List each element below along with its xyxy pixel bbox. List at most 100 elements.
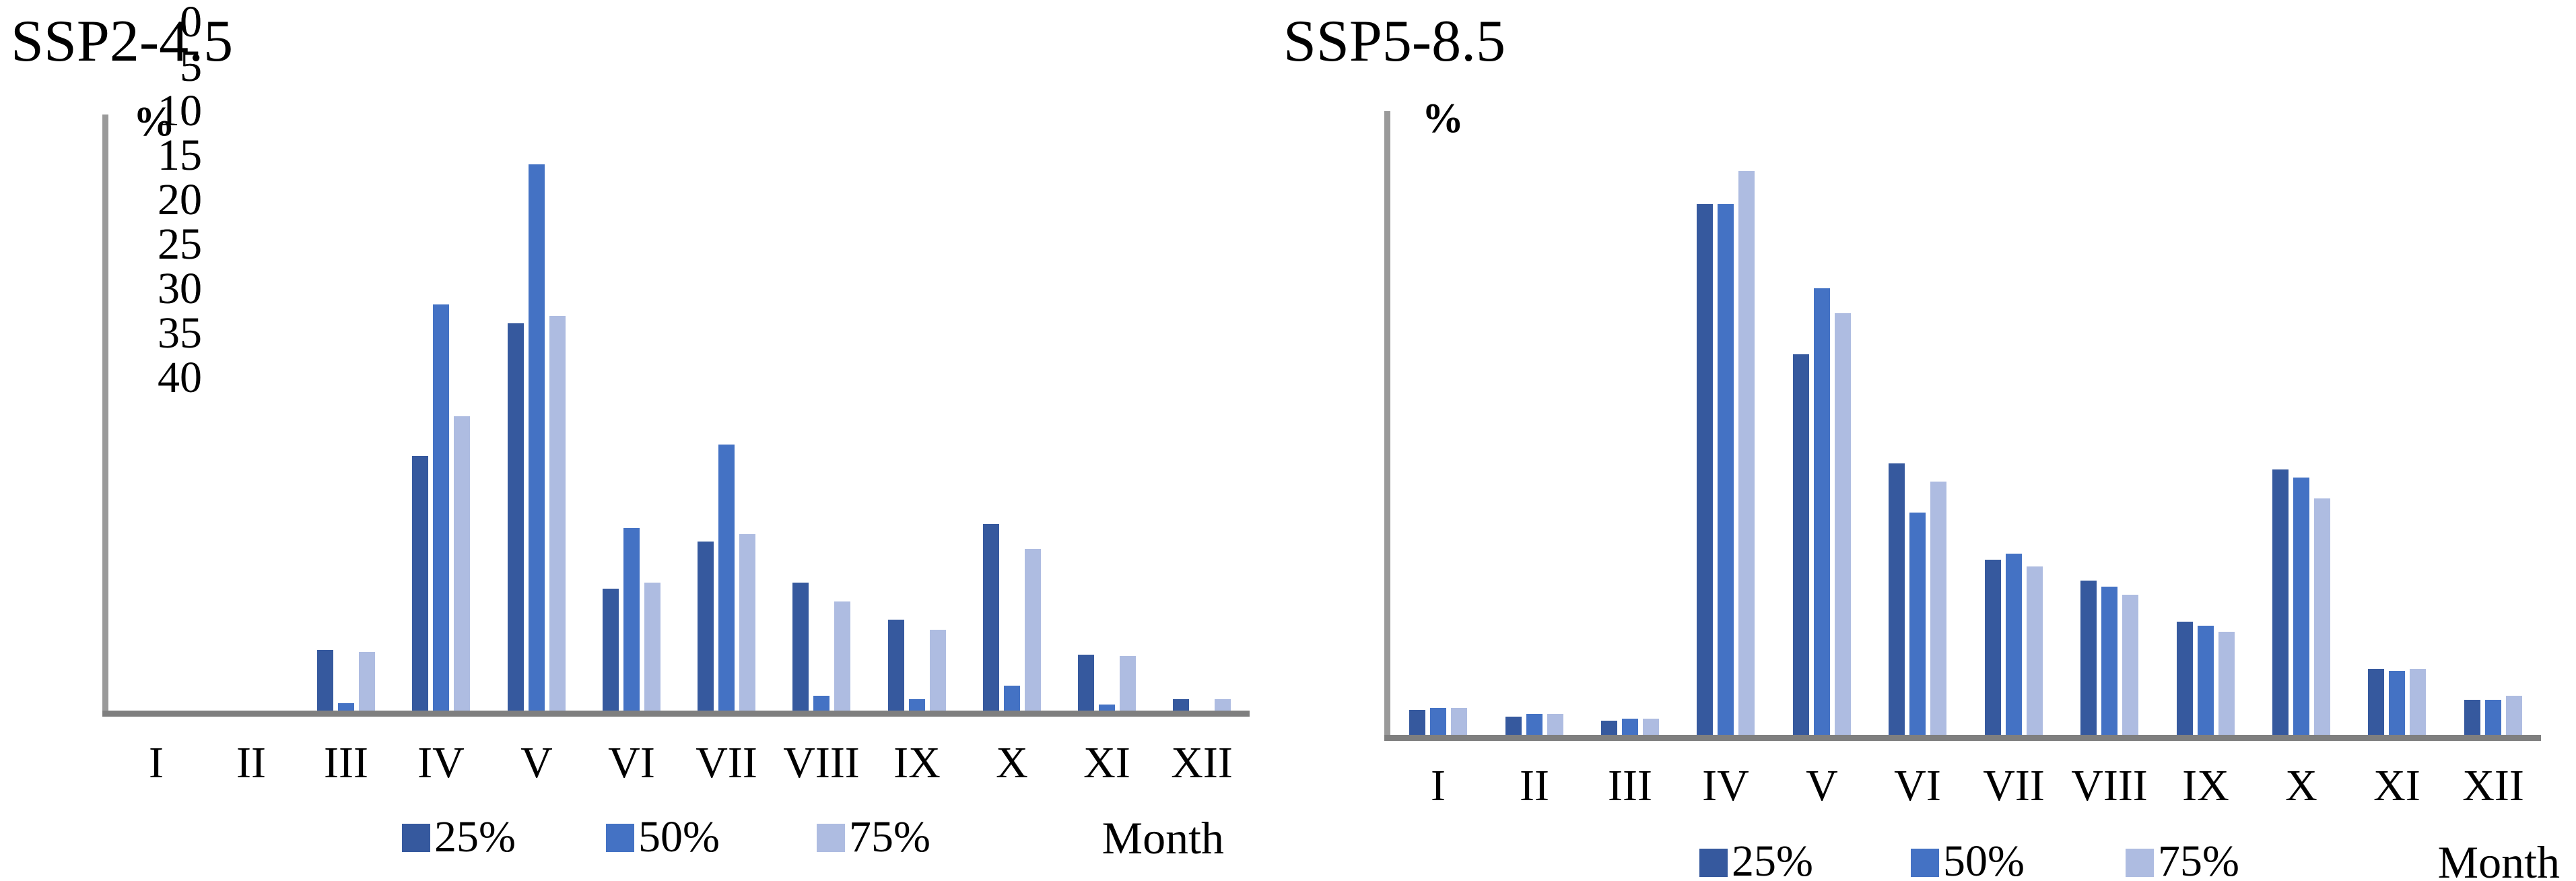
bar-75pct-month-XII — [2506, 696, 2522, 735]
bar-25pct-month-IX — [888, 620, 904, 711]
x-axis-month-label: IV — [417, 738, 465, 787]
bar-25pct-month-XII — [2464, 700, 2480, 735]
legend-swatch-25pct — [402, 824, 430, 852]
bar-75pct-month-III — [1643, 719, 1659, 735]
bar-25pct-month-X — [983, 524, 999, 711]
bar-25pct-month-III — [317, 650, 333, 711]
bar-50pct-month-IV — [1718, 204, 1734, 735]
x-axis-month-label: V — [520, 738, 553, 787]
bar-75pct-month-X — [2314, 498, 2330, 735]
bar-25pct-month-XI — [2368, 669, 2384, 735]
x-axis-month-label: XII — [2462, 761, 2524, 810]
bar-50pct-month-II — [1526, 714, 1543, 735]
x-axis-month-label: XII — [1171, 738, 1233, 787]
y-axis-tick-label: 10 — [158, 86, 202, 135]
legend-swatch-50pct — [1911, 849, 1939, 877]
bar-25pct-month-V — [1793, 354, 1809, 735]
x-axis-month-label: IX — [893, 738, 941, 787]
y-axis-tick-label: 15 — [158, 131, 202, 180]
bar-50pct-month-X — [2293, 478, 2309, 735]
bar-75pct-month-IV — [454, 416, 470, 711]
y-axis-tick-label: 25 — [158, 220, 202, 269]
bar-50pct-month-I — [1430, 708, 1446, 735]
bar-25pct-month-IX — [2177, 622, 2193, 735]
x-axis-title: Month — [2437, 837, 2560, 881]
legend-label-75pct: 75% — [849, 812, 930, 861]
bar-50pct-month-X — [1004, 686, 1020, 711]
bar-50pct-month-XI — [2389, 671, 2405, 735]
bar-50pct-month-III — [1622, 719, 1638, 735]
y-axis-tick-label: 20 — [158, 175, 202, 224]
legend-swatch-75pct — [2126, 849, 2154, 877]
bar-25pct-month-V — [508, 323, 524, 711]
bar-75pct-month-XII — [1215, 699, 1231, 711]
legend-label-50pct: 50% — [1943, 837, 2025, 881]
bar-25pct-month-XI — [1078, 655, 1094, 711]
y-axis-tick-label: 5 — [180, 42, 202, 91]
y-axis-line — [102, 115, 108, 717]
bar-75pct-month-VI — [1930, 482, 1946, 735]
bar-50pct-month-III — [338, 703, 354, 711]
y-axis-tick-label: 20 — [158, 175, 202, 224]
y-axis-tick-label: 10 — [158, 86, 202, 135]
legend-swatch-50pct — [606, 824, 634, 852]
y-axis-tick-label: 30 — [158, 264, 202, 313]
x-axis-month-label: VI — [1894, 761, 1941, 810]
bar-75pct-month-XI — [1120, 656, 1136, 711]
bar-25pct-month-XII — [1173, 699, 1189, 711]
legend-label-50pct: 50% — [638, 812, 720, 861]
bar-75pct-month-XI — [2410, 669, 2426, 735]
bar-75pct-month-III — [359, 652, 375, 711]
bar-75pct-month-IX — [2218, 632, 2235, 735]
legend-label-75pct: 75% — [2158, 837, 2239, 881]
x-axis-month-label: I — [149, 738, 164, 787]
x-axis-month-label: IX — [2182, 761, 2229, 810]
y-axis-tick-label: 30 — [158, 264, 202, 313]
x-axis-month-label: X — [2285, 761, 2317, 810]
legend-swatch-75pct — [817, 824, 845, 852]
legend-label-25pct: 25% — [1732, 837, 1813, 881]
x-axis-month-label: VIII — [2071, 761, 2148, 810]
x-axis-month-label: V — [1806, 761, 1838, 810]
bar-50pct-month-VIII — [2101, 587, 2117, 735]
bar-75pct-month-V — [549, 316, 566, 711]
bar-50pct-month-VI — [1909, 513, 1926, 735]
chart-title: SSP2-4.5 — [11, 9, 234, 74]
y-axis-tick-label: 15 — [158, 131, 202, 180]
bar-75pct-month-VII — [2027, 566, 2043, 735]
bar-75pct-month-V — [1835, 313, 1851, 735]
bar-25pct-month-VII — [698, 542, 714, 711]
y-axis-tick-label: 0 — [180, 0, 202, 46]
x-axis-month-label: VIII — [783, 738, 860, 787]
bar-25pct-month-VI — [603, 589, 619, 711]
y-axis-unit-label: % — [133, 99, 175, 145]
bar-75pct-month-IX — [930, 630, 946, 711]
bar-25pct-month-IV — [1697, 204, 1713, 735]
y-axis-line — [1384, 111, 1390, 741]
bar-50pct-month-VIII — [813, 696, 829, 711]
bar-75pct-month-VI — [644, 583, 660, 711]
x-axis-line — [1384, 735, 2541, 741]
bar-75pct-month-VIII — [834, 601, 850, 711]
x-axis-line — [102, 711, 1250, 717]
bar-50pct-month-VI — [623, 528, 640, 711]
bar-50pct-month-XII — [2485, 700, 2501, 735]
bar-25pct-month-VI — [1889, 463, 1905, 735]
bar-75pct-month-IV — [1738, 171, 1755, 735]
bar-50pct-month-IV — [433, 304, 449, 711]
bar-50pct-month-V — [529, 164, 545, 711]
x-axis-month-label: VI — [608, 738, 655, 787]
bar-25pct-month-VIII — [2080, 581, 2097, 735]
y-axis-tick-label: 5 — [180, 42, 202, 91]
x-axis-month-label: I — [1431, 761, 1446, 810]
bar-50pct-month-VII — [2006, 554, 2022, 735]
x-axis-month-label: X — [996, 738, 1028, 787]
x-axis-month-label: XI — [1083, 738, 1130, 787]
bar-25pct-month-IV — [412, 456, 428, 711]
bar-75pct-month-II — [1547, 714, 1563, 735]
bar-75pct-month-VII — [739, 534, 755, 711]
